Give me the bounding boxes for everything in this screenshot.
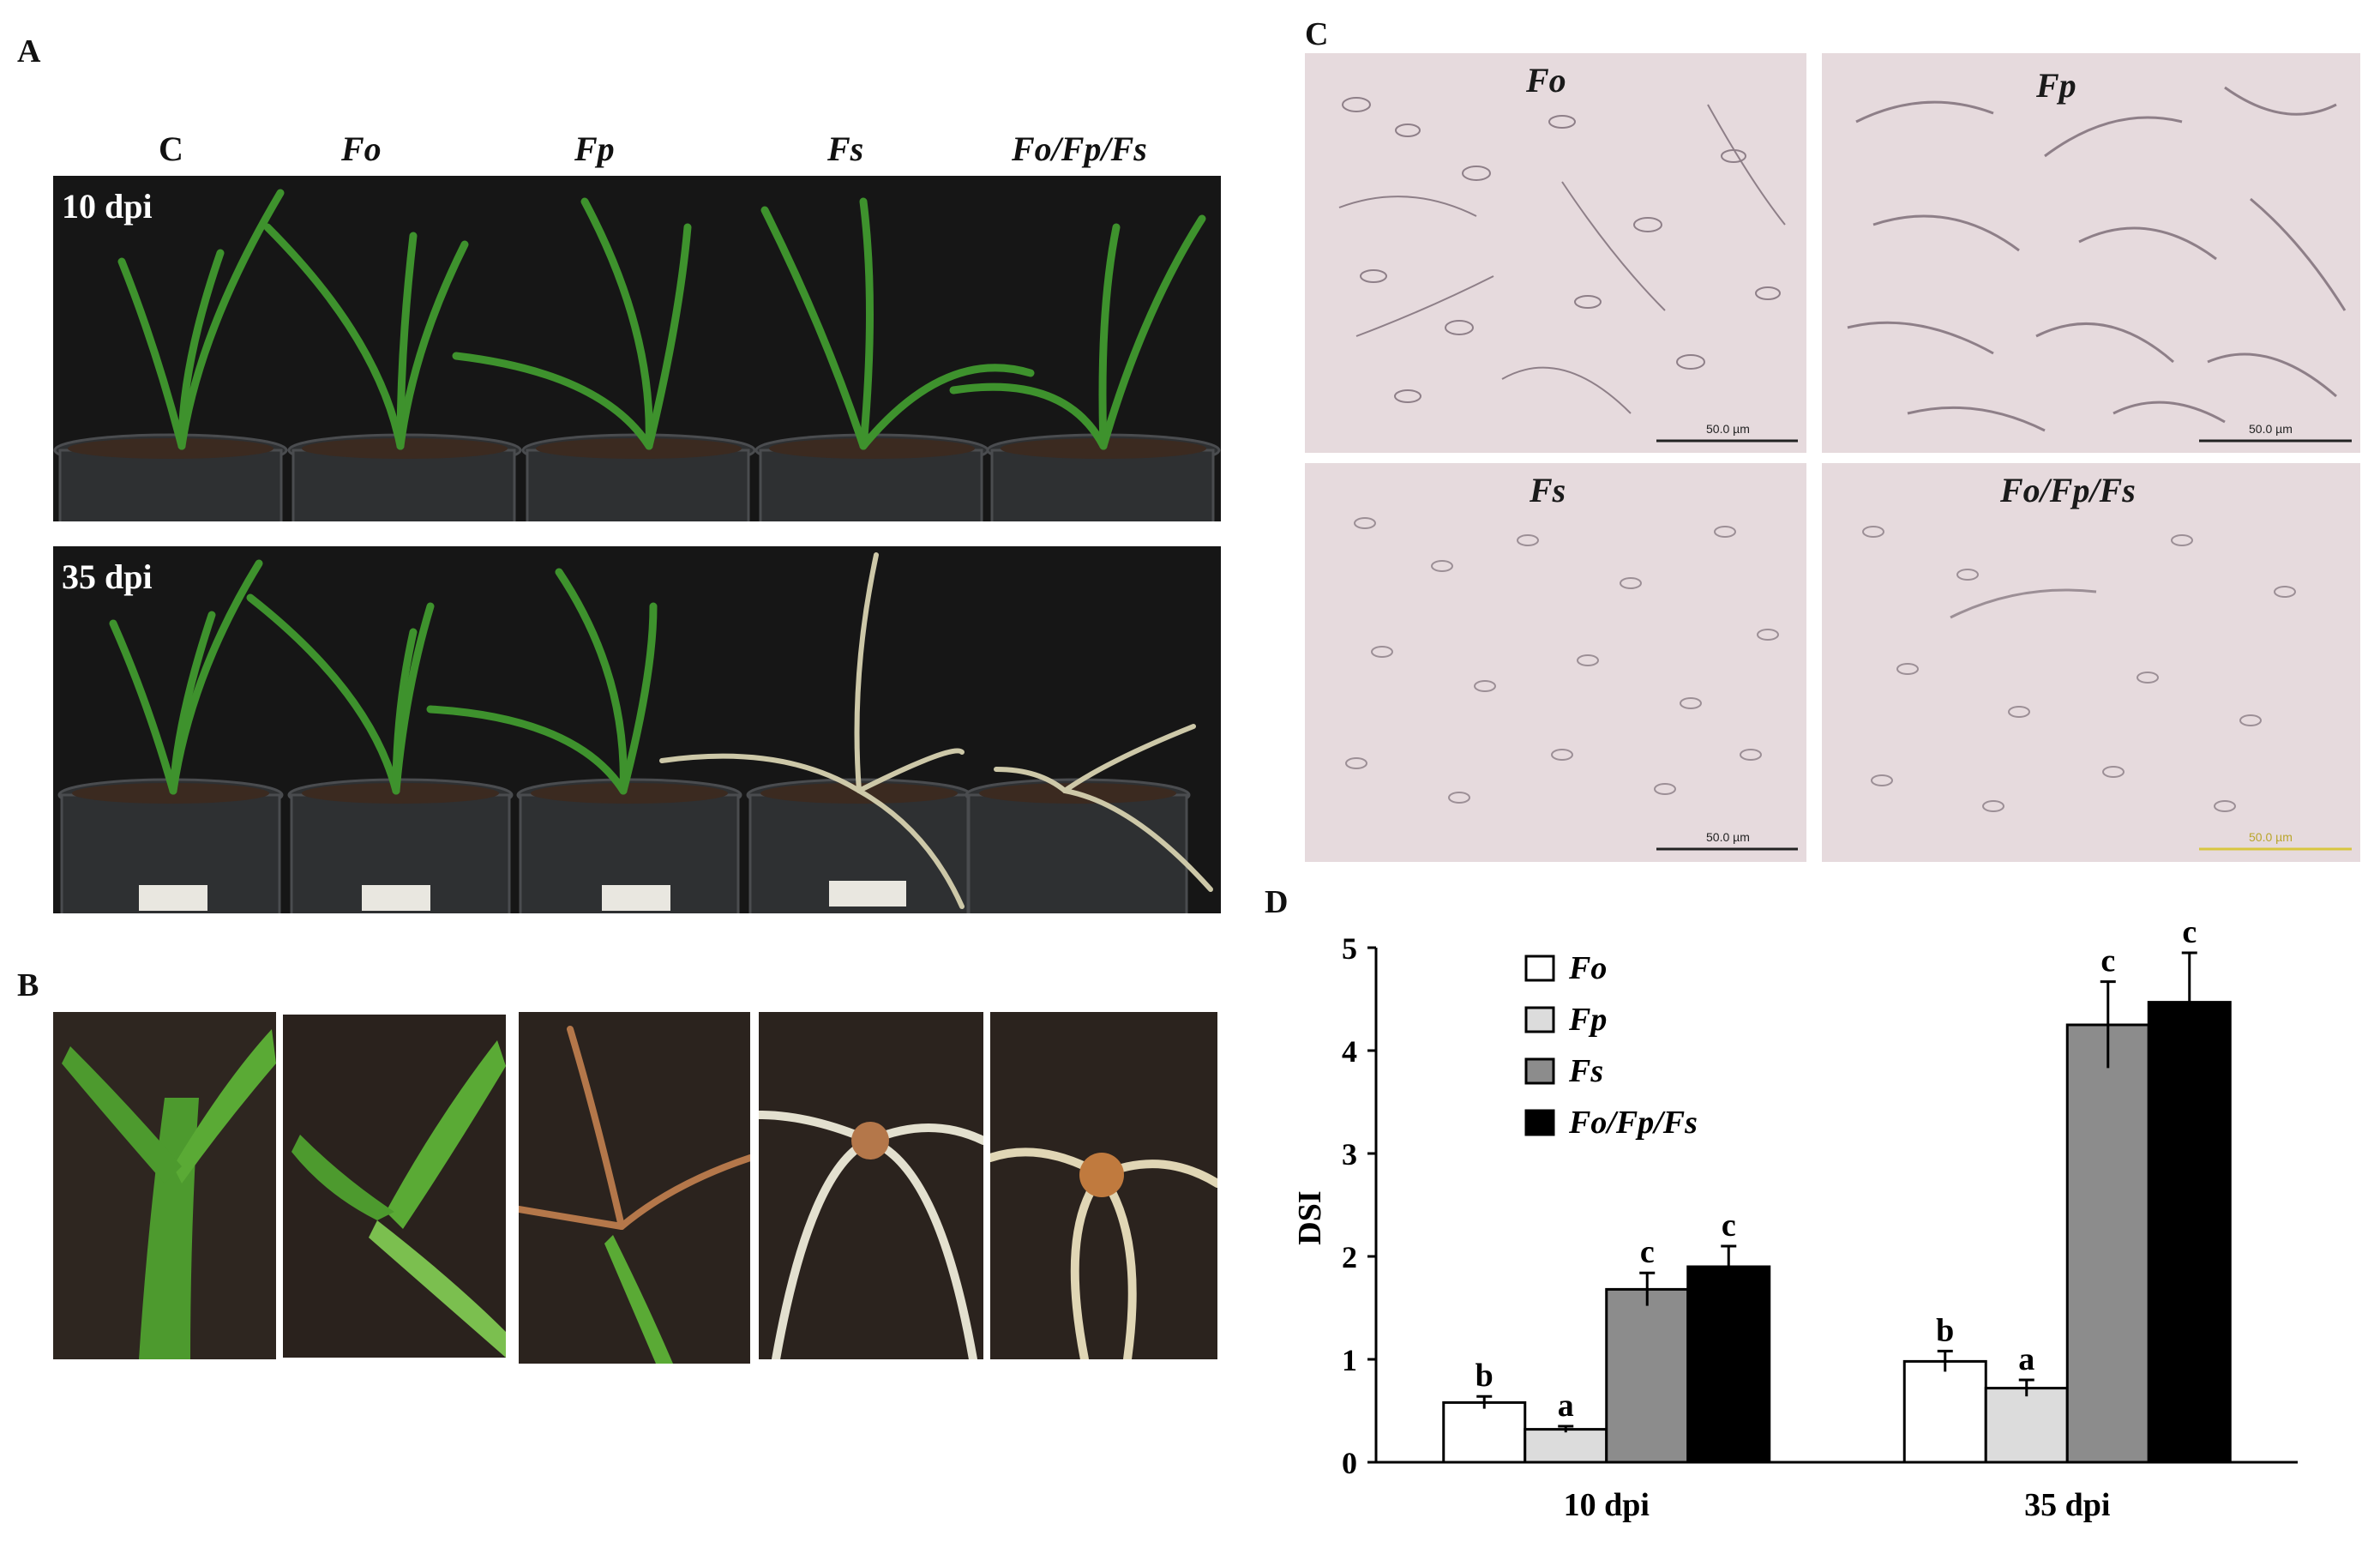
significance-letter-1-0: b [1936,1312,1954,1348]
x-category-label-1: 35 dpi [2024,1487,2110,1523]
scale-bar-fo: 50.0 µm [1706,422,1750,436]
plants-10-dpi-illustration [53,189,1221,521]
scale-bar-mix: 50.0 µm [2249,830,2293,844]
y-tick-label-4: 4 [1342,1034,1357,1069]
column-label-control: C [159,130,183,168]
photo-10-dpi: 10 dpi [53,176,1221,521]
panel-c-label: C [1305,16,1329,52]
bar-0-3 [1686,1265,1771,1464]
significance-letter-0-1: a [1558,1388,1574,1424]
closeup-fp [519,1012,750,1364]
row-label-35-dpi: 35 dpi [62,557,153,596]
y-tick-label-2: 2 [1342,1240,1357,1274]
closeup-fo [283,1015,506,1358]
micrograph-fp: Fp 50.0 µm [1822,53,2360,453]
y-tick-label-0: 0 [1342,1446,1357,1480]
micrograph-label-fo: Fo [1526,61,1566,99]
bar-1-3 [2147,1001,2232,1464]
photo-35-dpi: 35 dpi [53,546,1221,913]
micrograph-label-fs: Fs [1530,471,1566,509]
row-label-10-dpi: 10 dpi [62,187,153,226]
column-label-fs: Fs [827,130,864,168]
significance-letter-0-0: b [1475,1358,1494,1394]
bar-1-2 [2065,1023,2150,1464]
panel-d-label: D [1265,884,1289,920]
significance-letter-1-1: a [2018,1341,2034,1377]
x-category-label-0: 10 dpi [1564,1487,1650,1523]
y-tick-label-1: 1 [1342,1343,1357,1377]
y-tick-label-3: 3 [1342,1137,1357,1172]
legend-swatch-0 [1524,955,1555,982]
panel-b-label: B [17,967,39,1003]
panel-a-label: A [17,33,41,69]
micrograph-mix: Fo/Fp/Fs 50.0 µm [1822,463,2360,862]
micrograph-fs: Fs 50.0 µm [1305,463,1806,862]
plants-35-dpi-illustration [57,552,1213,913]
legend-label-2: Fs [1568,1053,1603,1089]
micrograph-fo: Fo 50.0 µm [1305,53,1806,453]
significance-letter-1-2: c [2101,943,2115,979]
bar-0-0 [1442,1400,1527,1464]
bar-0-1 [1524,1428,1608,1464]
bar-1-1 [1984,1387,2069,1464]
significance-letter-0-3: c [1722,1208,1736,1244]
column-label-mix: Fo/Fp/Fs [1012,130,1147,168]
column-label-fp: Fp [574,130,615,168]
legend-label-0: Fo [1568,950,1607,986]
closeup-mix [990,1012,1217,1359]
column-label-fo: Fo [341,130,382,168]
y-tick-label-5: 5 [1342,931,1357,966]
scale-bar-fp: 50.0 µm [2249,422,2293,436]
scale-bar-fs: 50.0 µm [1706,830,1750,844]
micrograph-label-fp: Fp [2036,66,2076,105]
legend-label-1: Fp [1568,1002,1607,1038]
bar-1-0 [1902,1359,1987,1464]
legend-swatch-2 [1524,1057,1555,1085]
legend-swatch-1 [1524,1006,1555,1033]
bar-0-2 [1605,1287,1690,1464]
y-axis-label: DSI [1292,1190,1328,1244]
micrograph-label-mix: Fo/Fp/Fs [2000,471,2136,509]
closeup-fs [759,1012,983,1359]
legend-swatch-3 [1524,1109,1555,1136]
legend-label-3: Fo/Fp/Fs [1568,1105,1698,1141]
closeup-control [53,1012,276,1359]
significance-letter-1-3: c [2182,914,2197,950]
significance-letter-0-2: c [1640,1234,1655,1270]
dsi-bar-chart: DSI 0 1 2 3 4 5 10 dpi 35 dpi b a c c b a c c Fo Fp Fs Fo… [1292,914,2298,1523]
